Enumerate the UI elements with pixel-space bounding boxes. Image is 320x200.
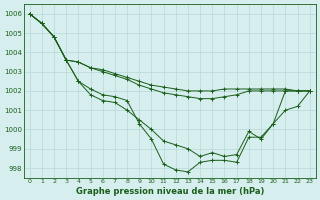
X-axis label: Graphe pression niveau de la mer (hPa): Graphe pression niveau de la mer (hPa) bbox=[76, 187, 264, 196]
